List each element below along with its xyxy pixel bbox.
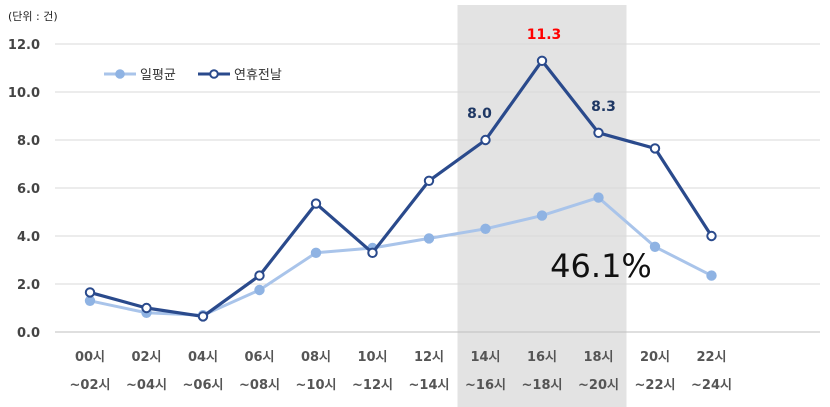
y-tick-label: 2.0 [17,278,40,293]
x-tick-label: 16시 [527,350,557,365]
x-tick-label: ~20시 [578,378,619,393]
x-tick-label: 18시 [583,350,613,365]
data-point [649,241,661,253]
data-point [254,270,265,281]
y-axis-ticks: 0.0 2.0 4.0 6.0 8.0 10.0 12.0 [8,38,40,341]
data-point [141,302,152,314]
data-point [480,134,491,146]
data-point [593,127,604,139]
x-tick-label: ~16시 [465,378,506,393]
x-tick-label: ~04시 [126,378,167,393]
x-tick-label: ~06시 [183,378,224,393]
series-layer [84,55,717,322]
x-tick-label: ~10시 [296,378,337,393]
data-point [84,287,96,298]
grid-layer [55,43,820,333]
data-point [197,311,209,322]
legend-label: 연휴전날 [234,68,282,83]
legend: 일평균 연휴전날 [104,68,282,83]
data-point [310,198,322,209]
x-tick-label: ~08시 [239,378,280,393]
data-label: 8.3 [591,99,616,115]
data-point [423,233,435,244]
x-tick-label: 20시 [640,350,670,365]
x-tick-label: ~18시 [522,378,563,393]
data-point [254,284,265,296]
data-point [536,55,548,66]
x-tick-label: ~24시 [691,378,732,393]
y-tick-label: 4.0 [17,230,40,245]
highlight-band [457,5,627,407]
data-point [423,175,435,187]
x-tick-label: ~14시 [409,378,450,393]
unit-label: (단위 : 건) [8,10,58,23]
x-tick-label: ~02시 [70,378,111,393]
x-tick-label: 10시 [357,350,387,365]
x-tick-label: 00시 [75,350,105,365]
data-point [706,230,717,242]
x-tick-label: 22시 [696,350,726,365]
x-tick-label: ~22시 [635,378,676,393]
data-point [367,247,378,259]
y-tick-label: 6.0 [17,182,40,197]
x-tick-label: ~12시 [352,378,393,393]
legend-marker [209,69,219,79]
data-point [310,247,322,259]
x-tick-label: 02시 [131,350,161,365]
y-tick-label: 12.0 [8,38,40,53]
data-point [84,295,96,306]
legend-marker [115,69,125,79]
x-tick-label: 12시 [414,350,444,365]
x-axis-ticks: 00시 ~02시 02시 ~04시 04시 ~06시 06시 ~08시 08시 ~10시 10시 ~1… [70,350,732,393]
data-point [480,223,491,235]
y-tick-label: 8.0 [17,134,40,149]
data-point [706,270,717,281]
legend-label: 일평균 [140,68,176,83]
series-line-pre-holiday [89,59,713,318]
data-label-layer: 8.0 11.3 8.3 [467,27,616,122]
y-tick-label: 0.0 [17,326,40,341]
data-point [536,210,548,221]
x-tick-label: 08시 [301,350,331,365]
data-point [593,192,604,203]
data-label: 11.3 [527,27,562,43]
y-tick-label: 10.0 [8,86,40,101]
x-tick-label: 06시 [244,350,274,365]
data-label: 8.0 [467,106,492,122]
highlight-percent: 46.1% [550,247,652,285]
highlight-band-layer [457,5,627,407]
x-tick-label: 04시 [188,350,218,365]
x-tick-label: 14시 [470,350,500,365]
data-point [649,143,661,154]
